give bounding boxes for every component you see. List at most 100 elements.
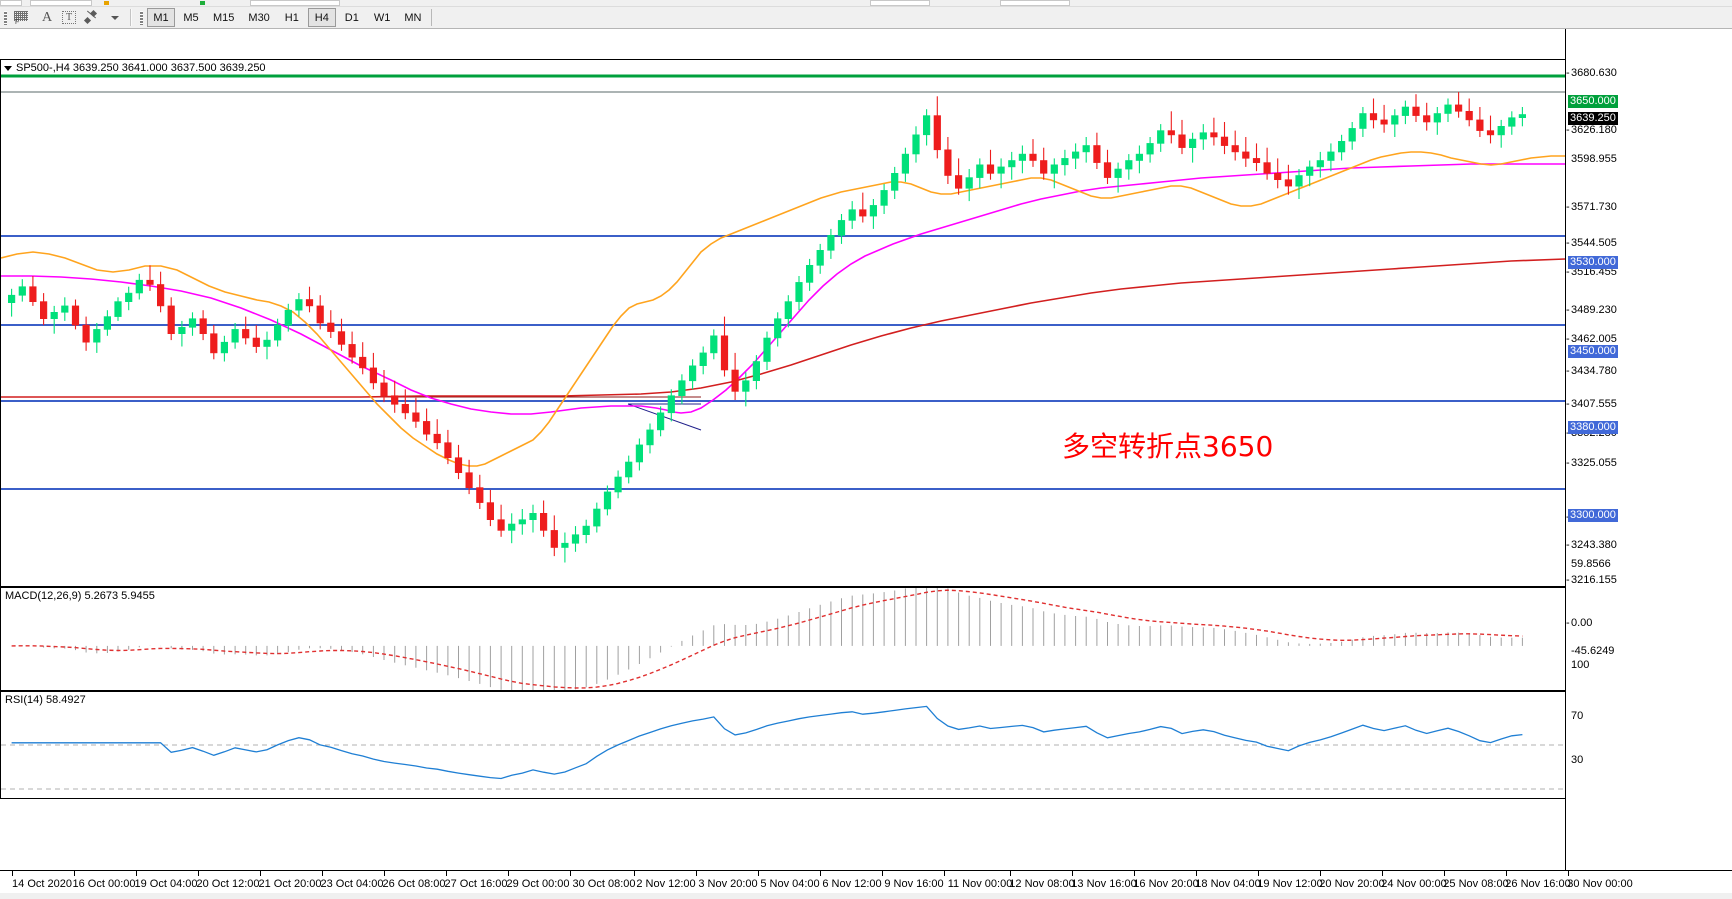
macd-chart-svg: [11, 588, 1523, 690]
timeframe-m5[interactable]: M5: [183, 11, 199, 24]
time-axis-separator: [198, 871, 199, 876]
price-tick: -3407.555: [1566, 398, 1617, 410]
timeframe-m1[interactable]: M1: [147, 8, 175, 27]
timeframe-m15[interactable]: M15: [213, 11, 235, 24]
upper-toolbar-strip: [0, 0, 1732, 7]
toolbar-cell: [30, 0, 92, 6]
time-axis-separator: [508, 871, 509, 876]
rsi-pane[interactable]: [0, 691, 1566, 799]
price-tag-level-3380[interactable]: 3380.000: [1568, 421, 1618, 434]
time-axis-label: 19 Oct 04:00: [134, 878, 198, 890]
time-axis-separator: [12, 871, 13, 876]
time-axis-separator: [1010, 871, 1011, 876]
price-tick: -3216.155: [1566, 574, 1617, 586]
status-dot-icon: [200, 1, 205, 5]
time-axis-separator: [1258, 871, 1259, 876]
time-axis-label: 20 Oct 12:00: [196, 878, 260, 890]
timeframe-h1[interactable]: H1: [284, 11, 299, 24]
timeframe-h4[interactable]: H4: [307, 8, 336, 27]
time-axis-label: 16 Nov 20:00: [1133, 878, 1199, 890]
rsi-header[interactable]: RSI(14) 58.4927: [5, 694, 86, 706]
price-pane-inner: [1, 60, 1565, 586]
time-axis-label: 25 Nov 08:00: [1443, 878, 1509, 890]
key-level-lines: [1, 74, 1565, 490]
period-group-grip[interactable]: [137, 9, 146, 27]
macd-pane-inner: [1, 588, 1565, 690]
timeframe-mn[interactable]: MN: [404, 11, 422, 24]
time-axis-label: 26 Nov 16:00: [1505, 878, 1571, 890]
time-axis-label: 19 Nov 12:00: [1257, 878, 1323, 890]
time-axis-label: 21 Oct 20:00: [258, 878, 322, 890]
time-axis-separator: [1134, 871, 1135, 876]
trendline-segment: [627, 403, 702, 431]
price-tag-level-3450[interactable]: 3450.000: [1568, 345, 1618, 358]
ma-fast-line: [1, 151, 1565, 467]
time-axis-separator: [322, 871, 323, 876]
macd-histogram: [21, 588, 1523, 690]
time-axis-separator: [696, 871, 697, 876]
time-axis-label: 30 Oct 08:00: [572, 878, 636, 890]
chart-toolbar: F A T M1 M5 M15 M30 H1 H4 D1 W1 MN: [0, 7, 1732, 29]
price-chart-svg: [1, 74, 1565, 563]
time-axis-separator: [1444, 871, 1445, 876]
chevron-down-icon[interactable]: [4, 65, 12, 71]
text-A-glyph: A: [41, 9, 53, 25]
toolbar-cell: [250, 0, 340, 6]
rsi-header-text: RSI(14) 58.4927: [5, 694, 86, 706]
price-tick: -3489.230: [1566, 304, 1617, 316]
macd-header-text: MACD(12,26,9) 5.2673 5.9455: [5, 590, 155, 602]
rsi-scale-tick: 100: [1571, 659, 1590, 671]
chevron-down-icon[interactable]: [104, 8, 126, 28]
time-axis-separator: [882, 871, 883, 876]
time-axis-label: 2 Nov 12:00: [636, 878, 696, 890]
toolbar-cell: [0, 0, 22, 6]
macd-pane[interactable]: [0, 587, 1566, 691]
timeframe-d1[interactable]: D1: [344, 11, 359, 24]
time-axis-separator: [384, 871, 385, 876]
ma-slow-line: [1, 258, 1565, 398]
timeframe-buttons: M1 M5 M15 M30 H1 H4 D1 W1 MN: [146, 8, 428, 27]
objects-icon[interactable]: [80, 8, 104, 28]
ma-mid-line: [1, 163, 1565, 415]
macd-scale-tick: -0.00: [1566, 617, 1593, 629]
time-axis-separator: [1568, 871, 1569, 876]
macd-scale-tick: 59.8566: [1571, 558, 1611, 570]
time-axis-label: 27 Oct 16:00: [444, 878, 508, 890]
time-axis-separator: [1320, 871, 1321, 876]
time-axis-separator: [758, 871, 759, 876]
price-scale-border: [1565, 29, 1566, 870]
time-axis-separator: [1382, 871, 1383, 876]
time-axis-label: 29 Oct 00:00: [506, 878, 570, 890]
price-tick: -3571.730: [1566, 201, 1617, 213]
rsi-scale-tick: 70: [1571, 710, 1584, 722]
time-axis-label: 20 Nov 20:00: [1319, 878, 1385, 890]
toolbar-divider: [130, 9, 132, 26]
time-axis-label: 5 Nov 04:00: [760, 878, 820, 890]
price-tag-resistance[interactable]: 3650.000: [1568, 95, 1618, 108]
price-tag-level-3300[interactable]: 3300.000: [1568, 509, 1618, 522]
price-scale[interactable]: -3680.630 -3626.180 3598.955 -3571.730 -…: [1566, 29, 1732, 870]
price-tag-current[interactable]: 3639.250: [1568, 112, 1618, 125]
text-label-icon[interactable]: T: [58, 8, 80, 28]
macd-header[interactable]: MACD(12,26,9) 5.2673 5.9455: [5, 590, 155, 602]
toolbar-cell: [1000, 0, 1070, 6]
chart-annotation-text[interactable]: 多空转折点3650: [1062, 430, 1274, 463]
warning-dot-icon: [104, 1, 109, 5]
time-axis-separator: [260, 871, 261, 876]
time-axis-label: 23 Oct 04:00: [320, 878, 384, 890]
text-A-icon[interactable]: A: [36, 8, 58, 28]
toolbar-grip-handle[interactable]: [1, 9, 10, 27]
symbol-header[interactable]: SP500-,H4 3639.250 3641.000 3637.500 363…: [4, 62, 266, 74]
time-axis-separator: [1196, 871, 1197, 876]
time-axis-label: 3 Nov 20:00: [698, 878, 758, 890]
timeframe-w1[interactable]: W1: [373, 11, 391, 24]
price-tick: -3434.780: [1566, 365, 1617, 377]
time-axis-separator: [944, 871, 945, 876]
price-tag-level-3530[interactable]: 3530.000: [1568, 256, 1618, 269]
timeframe-m30[interactable]: M30: [248, 11, 270, 24]
price-pane[interactable]: [0, 59, 1566, 587]
candlestick-series: [8, 92, 1526, 563]
rsi-line: [11, 705, 1523, 780]
price-tick: -3325.055: [1566, 457, 1617, 469]
grid-f-icon[interactable]: F: [10, 8, 36, 28]
